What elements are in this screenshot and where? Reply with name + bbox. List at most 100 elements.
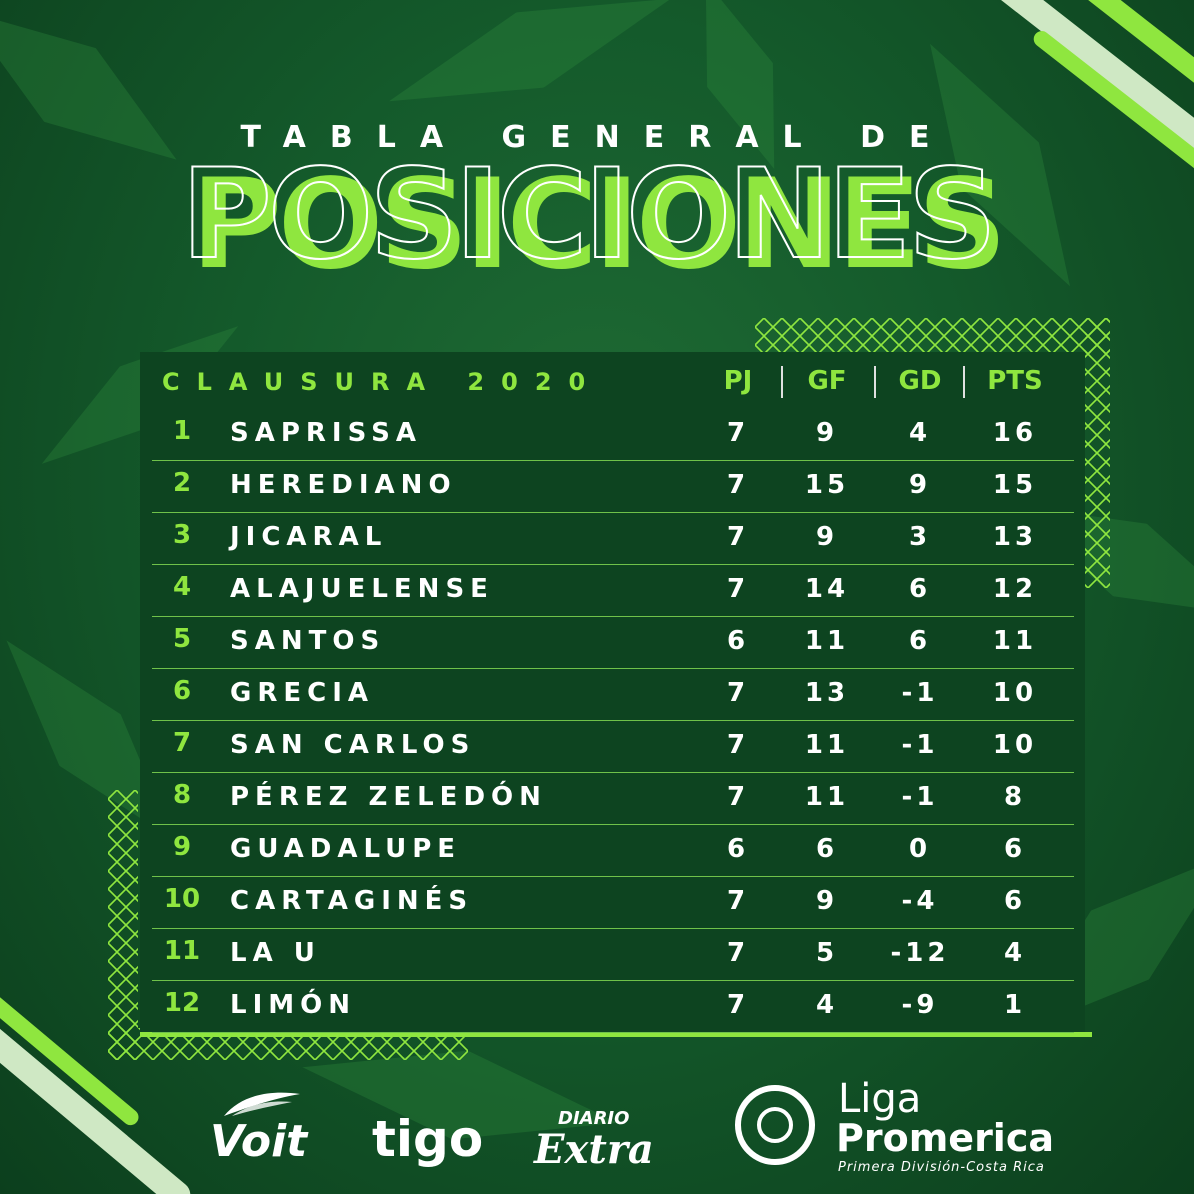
standings-panel bbox=[140, 352, 1085, 1032]
row-gd: -1 bbox=[901, 678, 939, 708]
table-row: 5 SANTOS 6 11 6 11 bbox=[152, 616, 1074, 669]
row-team: SANTOS bbox=[230, 626, 386, 656]
table-row: 2 HEREDIANO 7 15 9 15 bbox=[152, 460, 1074, 513]
row-pj: 7 bbox=[726, 522, 750, 552]
voit-logo: Voit bbox=[210, 1116, 308, 1167]
row-pj: 7 bbox=[726, 418, 750, 448]
row-position: 3 bbox=[172, 520, 192, 550]
table-row: 10 CARTAGINÉS 7 9 -4 6 bbox=[152, 876, 1074, 929]
row-position: 6 bbox=[172, 676, 192, 706]
row-gf: 14 bbox=[804, 574, 850, 604]
row-pts: 8 bbox=[1003, 782, 1027, 812]
row-team: CARTAGINÉS bbox=[230, 886, 474, 916]
row-gf: 9 bbox=[815, 522, 839, 552]
column-header-gf: GF bbox=[807, 366, 847, 396]
row-gf: 15 bbox=[804, 470, 850, 500]
row-pts: 10 bbox=[992, 730, 1038, 760]
division-label: Primera División-Costa Rica bbox=[838, 1160, 1045, 1175]
row-pts: 12 bbox=[992, 574, 1038, 604]
season-label: CLAUSURA 2020 bbox=[162, 368, 603, 396]
header-subtitle: TABLA GENERAL DE bbox=[240, 120, 954, 155]
row-pj: 7 bbox=[726, 938, 750, 968]
table-row: 6 GRECIA 7 13 -1 10 bbox=[152, 668, 1074, 721]
row-pts: 11 bbox=[992, 626, 1038, 656]
net-decoration bbox=[755, 318, 1110, 588]
row-gd: 9 bbox=[908, 470, 932, 500]
row-pts: 15 bbox=[992, 470, 1038, 500]
row-gd: -9 bbox=[901, 990, 939, 1020]
row-pj: 7 bbox=[726, 730, 750, 760]
row-gd: -1 bbox=[901, 782, 939, 812]
row-gf: 9 bbox=[815, 418, 839, 448]
header-title-outline: POSICIONES bbox=[180, 142, 998, 288]
row-pts: 6 bbox=[1003, 886, 1027, 916]
table-row: 8 PÉREZ ZELEDÓN 7 11 -1 8 bbox=[152, 772, 1074, 825]
row-pts: 10 bbox=[992, 678, 1038, 708]
row-team: HEREDIANO bbox=[230, 470, 457, 500]
row-gf: 11 bbox=[804, 782, 850, 812]
row-position: 9 bbox=[172, 832, 192, 862]
row-position: 11 bbox=[163, 936, 201, 966]
row-team: GUADALUPE bbox=[230, 834, 462, 864]
row-team: SAPRISSA bbox=[230, 418, 423, 448]
liga-promerica-swirl-icon bbox=[735, 1085, 815, 1165]
row-gf: 11 bbox=[804, 730, 850, 760]
column-header-pts: PTS bbox=[987, 366, 1043, 396]
diario-logo-top: DIARIO bbox=[558, 1108, 630, 1129]
row-position: 1 bbox=[172, 416, 192, 446]
row-position: 8 bbox=[172, 780, 192, 810]
row-gf: 9 bbox=[815, 886, 839, 916]
row-gf: 5 bbox=[815, 938, 839, 968]
row-team: LA U bbox=[230, 938, 321, 968]
column-separator bbox=[781, 366, 783, 398]
row-pj: 6 bbox=[726, 626, 750, 656]
row-gf: 13 bbox=[804, 678, 850, 708]
row-pts: 6 bbox=[1003, 834, 1027, 864]
row-pj: 7 bbox=[726, 990, 750, 1020]
row-position: 2 bbox=[172, 468, 192, 498]
panel-underline bbox=[140, 1032, 1092, 1037]
row-pj: 7 bbox=[726, 886, 750, 916]
table-row: 9 GUADALUPE 6 6 0 6 bbox=[152, 824, 1074, 877]
sponsor-logos: Voit tigo DIARIO Extra Liga Promerica Pr… bbox=[0, 1076, 1194, 1190]
tigo-logo: tigo bbox=[372, 1110, 484, 1168]
row-team: PÉREZ ZELEDÓN bbox=[230, 782, 547, 812]
table-row: 3 JICARAL 7 9 3 13 bbox=[152, 512, 1074, 565]
row-team: LIMÓN bbox=[230, 990, 356, 1020]
column-separator bbox=[963, 366, 965, 398]
row-team: ALAJUELENSE bbox=[230, 574, 494, 604]
diario-extra-logo: Extra bbox=[534, 1126, 654, 1173]
column-header-gd: GD bbox=[898, 366, 942, 396]
promerica-label: Promerica bbox=[836, 1116, 1054, 1160]
column-separator bbox=[874, 366, 876, 398]
row-team: GRECIA bbox=[230, 678, 374, 708]
row-gf: 4 bbox=[815, 990, 839, 1020]
row-position: 4 bbox=[172, 572, 192, 602]
row-position: 7 bbox=[172, 728, 192, 758]
row-gd: 6 bbox=[908, 626, 932, 656]
row-position: 5 bbox=[172, 624, 192, 654]
table-header: CLAUSURA 2020 PJ GF GD PTS bbox=[140, 360, 1085, 404]
row-gd: -12 bbox=[890, 938, 950, 968]
row-gd: -1 bbox=[901, 730, 939, 760]
table-row: 11 LA U 7 5 -12 4 bbox=[152, 928, 1074, 981]
row-gd: 0 bbox=[908, 834, 932, 864]
row-pj: 7 bbox=[726, 470, 750, 500]
row-gd: 4 bbox=[908, 418, 932, 448]
row-pts: 16 bbox=[992, 418, 1038, 448]
row-pj: 7 bbox=[726, 574, 750, 604]
voit-wing-icon bbox=[224, 1092, 300, 1116]
row-pj: 7 bbox=[726, 782, 750, 812]
row-pts: 1 bbox=[1003, 990, 1027, 1020]
table-row: 4 ALAJUELENSE 7 14 6 12 bbox=[152, 564, 1074, 617]
table-row: 12 LIMÓN 7 4 -9 1 bbox=[152, 980, 1074, 1033]
row-gd: 6 bbox=[908, 574, 932, 604]
row-team: JICARAL bbox=[230, 522, 388, 552]
column-header-pj: PJ bbox=[723, 366, 753, 396]
liga-label: Liga bbox=[838, 1076, 922, 1122]
row-team: SAN CARLOS bbox=[230, 730, 476, 760]
row-position: 12 bbox=[163, 988, 201, 1018]
header-title: POSICIONES POSICIONES bbox=[0, 142, 1194, 300]
row-pts: 13 bbox=[992, 522, 1038, 552]
row-pts: 4 bbox=[1003, 938, 1027, 968]
